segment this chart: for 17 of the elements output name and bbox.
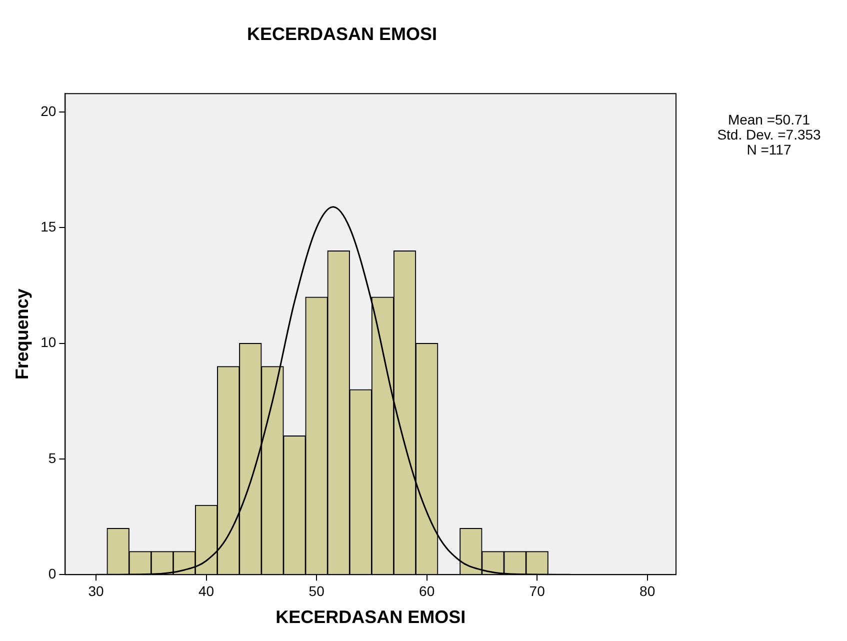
y-axis-title: Frequency <box>12 288 32 380</box>
y-tick-label: 20 <box>40 102 56 119</box>
y-tick-label: 10 <box>40 334 56 350</box>
y-tick-label: 15 <box>40 218 56 235</box>
text: Std. Dev. =7.353 <box>717 126 822 142</box>
y-tick-label: 0 <box>48 565 56 582</box>
text: Mean =50.71 <box>728 111 810 128</box>
text: N =117 <box>746 141 792 158</box>
x-tick-label: 30 <box>88 582 104 599</box>
x-tick-label: 70 <box>529 582 546 599</box>
x-axis-title: KECERDASAN EMOSI <box>276 607 466 628</box>
chart-title: KECERDASAN EMOSI <box>246 24 438 44</box>
x-tick-label: 80 <box>640 582 656 599</box>
x-tick-label: 50 <box>308 582 325 599</box>
y-tick-label: 5 <box>48 450 56 466</box>
x-tick-label: 60 <box>419 582 435 599</box>
x-tick-label: 40 <box>198 582 214 599</box>
